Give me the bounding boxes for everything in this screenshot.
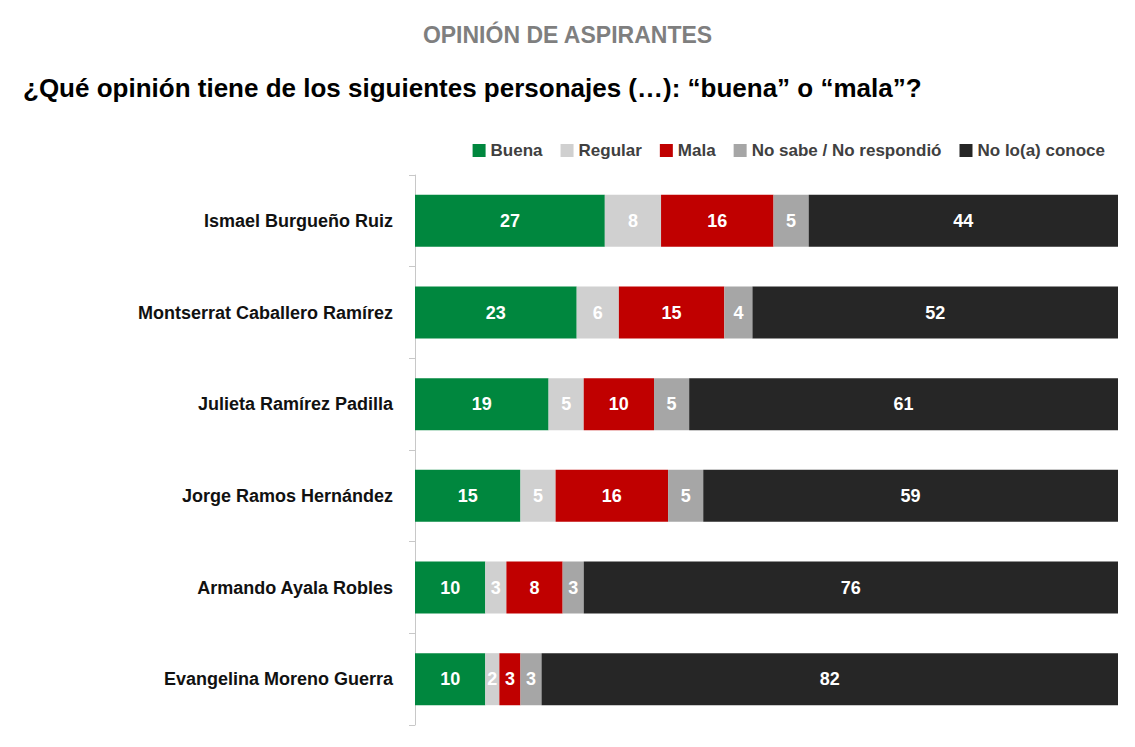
svg-text:Buena: Buena bbox=[491, 141, 544, 160]
svg-text:61: 61 bbox=[894, 394, 914, 414]
svg-text:52: 52 bbox=[925, 303, 945, 323]
svg-text:Evangelina Moreno Guerra: Evangelina Moreno Guerra bbox=[164, 669, 394, 689]
svg-text:8: 8 bbox=[530, 578, 540, 598]
svg-text:10: 10 bbox=[440, 669, 460, 689]
svg-text:44: 44 bbox=[953, 211, 973, 231]
svg-text:15: 15 bbox=[458, 486, 478, 506]
svg-text:Montserrat Caballero Ramírez: Montserrat Caballero Ramírez bbox=[138, 303, 393, 323]
svg-text:27: 27 bbox=[500, 211, 520, 231]
svg-text:No sabe / No respondió: No sabe / No respondió bbox=[752, 141, 942, 160]
svg-text:10: 10 bbox=[609, 394, 629, 414]
svg-text:76: 76 bbox=[841, 578, 861, 598]
svg-text:No lo(a) conoce: No lo(a) conoce bbox=[977, 141, 1105, 160]
svg-text:5: 5 bbox=[667, 394, 677, 414]
svg-text:¿Qué opinión tiene de los sigu: ¿Qué opinión tiene de los siguientes per… bbox=[23, 73, 922, 103]
svg-text:2: 2 bbox=[487, 669, 497, 689]
svg-text:5: 5 bbox=[533, 486, 543, 506]
svg-text:Mala: Mala bbox=[678, 141, 716, 160]
svg-text:8: 8 bbox=[628, 211, 638, 231]
svg-text:3: 3 bbox=[491, 578, 501, 598]
svg-text:82: 82 bbox=[820, 669, 840, 689]
svg-text:5: 5 bbox=[561, 394, 571, 414]
svg-text:10: 10 bbox=[440, 578, 460, 598]
svg-text:5: 5 bbox=[681, 486, 691, 506]
svg-text:15: 15 bbox=[662, 303, 682, 323]
svg-text:6: 6 bbox=[593, 303, 603, 323]
svg-text:Julieta Ramírez Padilla: Julieta Ramírez Padilla bbox=[198, 394, 394, 414]
svg-text:5: 5 bbox=[786, 211, 796, 231]
svg-text:19: 19 bbox=[472, 394, 492, 414]
svg-text:3: 3 bbox=[568, 578, 578, 598]
svg-text:Ismael Burgueño Ruiz: Ismael Burgueño Ruiz bbox=[204, 211, 393, 231]
svg-text:OPINIÓN DE ASPIRANTES: OPINIÓN DE ASPIRANTES bbox=[423, 21, 712, 48]
svg-text:Jorge Ramos Hernández: Jorge Ramos Hernández bbox=[182, 486, 393, 506]
svg-text:Regular: Regular bbox=[579, 141, 643, 160]
svg-text:16: 16 bbox=[602, 486, 622, 506]
svg-text:Armando Ayala Robles: Armando Ayala Robles bbox=[197, 578, 393, 598]
svg-text:3: 3 bbox=[526, 669, 536, 689]
svg-text:59: 59 bbox=[901, 486, 921, 506]
svg-text:16: 16 bbox=[707, 211, 727, 231]
svg-text:3: 3 bbox=[505, 669, 515, 689]
svg-text:4: 4 bbox=[733, 303, 743, 323]
svg-text:23: 23 bbox=[486, 303, 506, 323]
